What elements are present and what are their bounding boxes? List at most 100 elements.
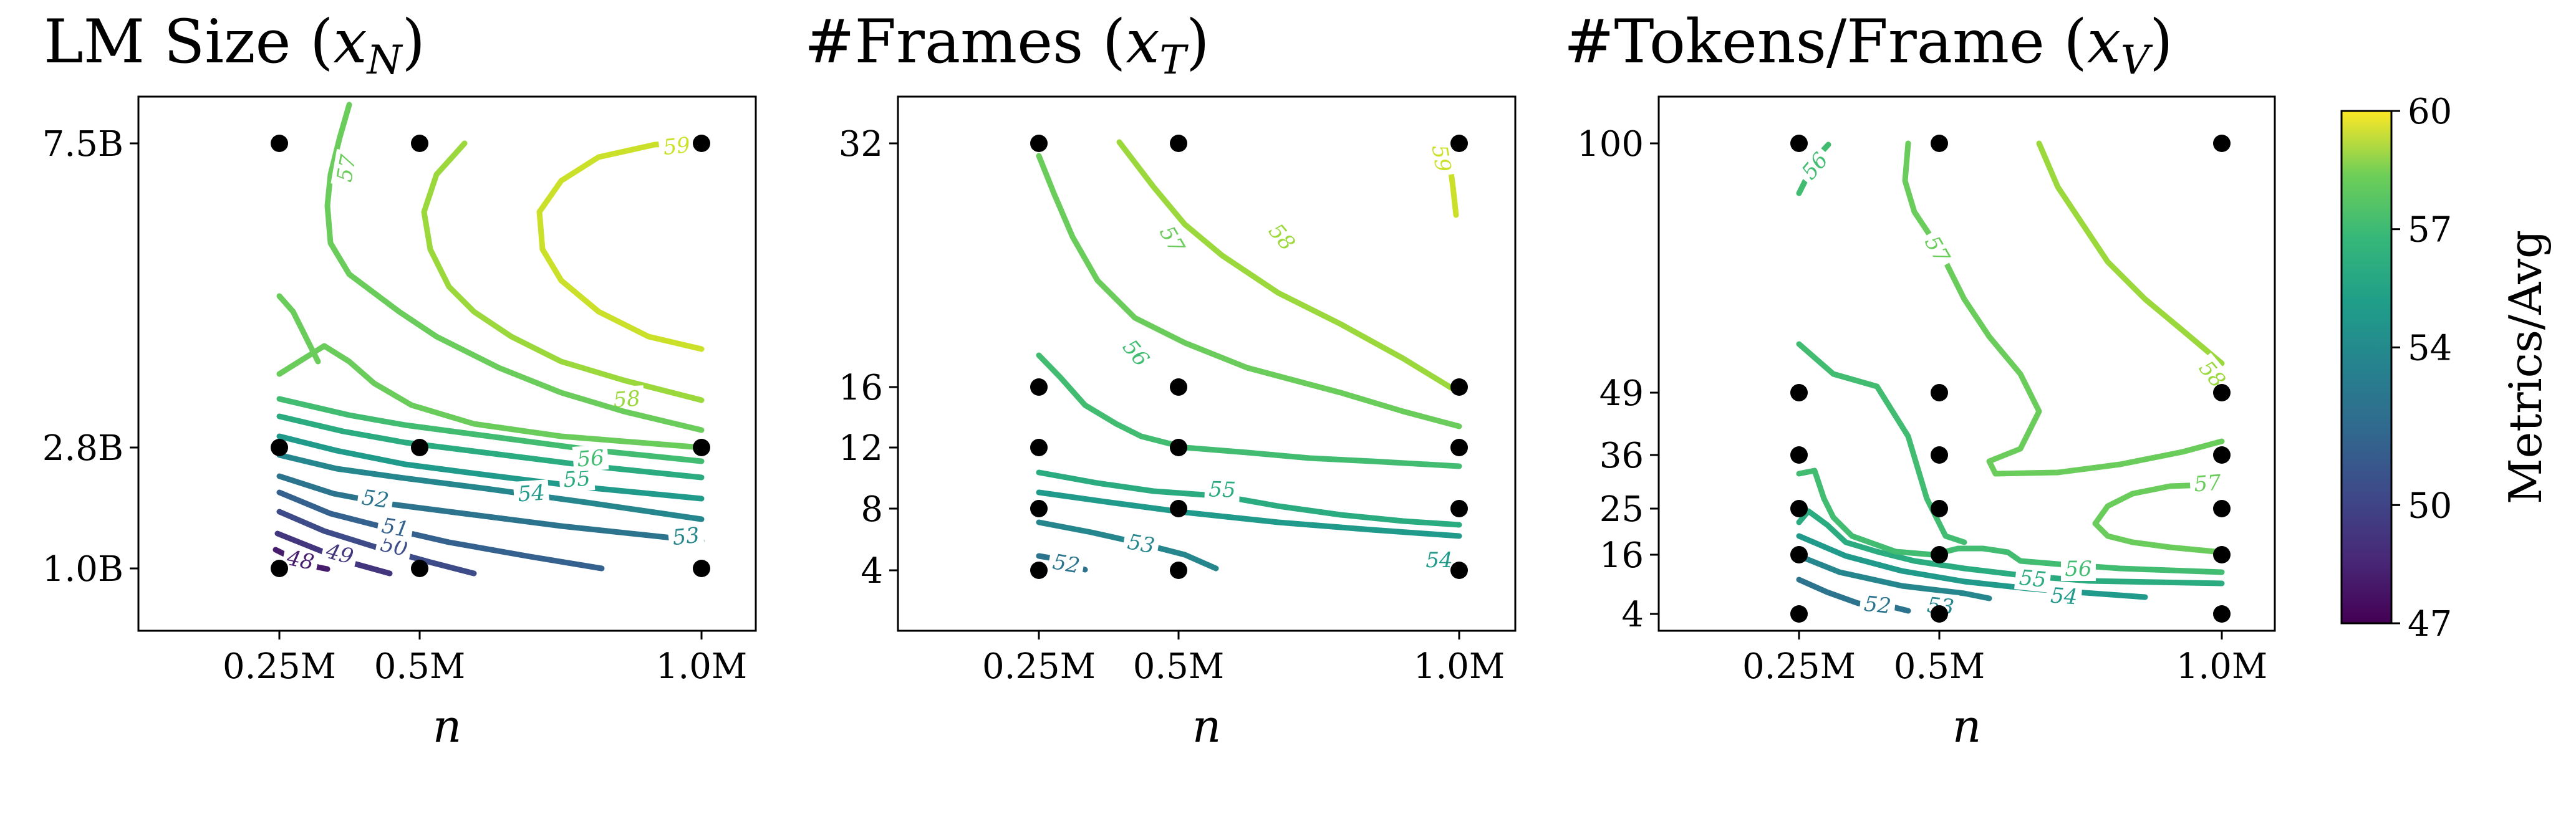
- colorbar-tick-label: 57: [2408, 210, 2452, 251]
- y-tick-label: 4: [1621, 595, 1644, 635]
- data-points: [1790, 135, 2231, 623]
- panel-title-sub: T: [1159, 37, 1189, 84]
- contour-line-50: [276, 509, 477, 577]
- x-tick-label: 1.0M: [2176, 646, 2267, 687]
- data-point: [1450, 500, 1468, 517]
- panel-3: #Tokens/Frame (xV)5253545556575856574162…: [1564, 7, 2276, 752]
- data-point: [1790, 500, 1808, 517]
- data-point: [2213, 605, 2231, 623]
- contour-label-53: 53: [671, 523, 700, 550]
- data-points: [271, 135, 710, 577]
- contour-label-bg: [1426, 138, 1457, 178]
- data-point: [1790, 605, 1808, 623]
- data-point: [1030, 135, 1048, 152]
- contour-label-54: 54: [517, 481, 546, 507]
- contour-line-55: [276, 413, 705, 481]
- contour-label-55: 55: [2018, 565, 2047, 593]
- data-point: [693, 439, 710, 456]
- plot-frame: [137, 95, 757, 632]
- contour-label-54: 54: [1425, 548, 1452, 573]
- data-point: [2213, 500, 2231, 517]
- panel-title: #Frames (xT): [804, 7, 1210, 84]
- contour-line-58: [2036, 140, 2225, 366]
- x-tick-label: 0.25M: [982, 646, 1096, 687]
- x-axis-label: n: [1192, 700, 1221, 752]
- data-point: [1450, 135, 1468, 152]
- contour-label-bg: [319, 537, 360, 570]
- contour-label-bg: [356, 484, 395, 514]
- contour-line-58: [1116, 139, 1462, 396]
- panel-title-sub: N: [366, 37, 403, 84]
- contour-label-bg: [1859, 590, 1896, 619]
- data-point: [411, 439, 428, 456]
- data-points: [1030, 135, 1468, 579]
- panel-title-var: x: [333, 7, 367, 77]
- contour-label-bg: [2045, 582, 2083, 610]
- x-tick-label: 0.5M: [1133, 646, 1224, 687]
- data-point: [2213, 546, 2231, 563]
- data-point: [1030, 500, 1048, 517]
- x-axis-label: n: [1952, 700, 1981, 752]
- contour-label-bg: [1115, 331, 1157, 375]
- y-tick-label: 25: [1599, 489, 1644, 530]
- data-point: [693, 135, 710, 152]
- x-axis: 0.25M 0.5M 1.0M: [982, 631, 1505, 687]
- contour-line-55: [1036, 469, 1462, 528]
- colorbar-tick-label: 54: [2408, 328, 2452, 368]
- contour-label-55: 55: [1208, 477, 1237, 502]
- contour-label-bg: [608, 385, 645, 413]
- y-tick-label: 49: [1599, 373, 1644, 414]
- data-point: [1931, 135, 1948, 152]
- contour-label-bg: [2189, 469, 2226, 497]
- contour-label-bg: [2061, 556, 2096, 581]
- y-tick-label: 4: [861, 551, 883, 592]
- y-axis: 1.0B 2.8B 7.5B: [42, 124, 138, 590]
- data-point: [1931, 384, 1948, 401]
- data-point: [1450, 562, 1468, 579]
- y-tick-label: 100: [1577, 124, 1644, 165]
- contour-label-bg: [558, 465, 596, 492]
- panel-title-main: #Frames (: [804, 7, 1126, 77]
- contour-line-57: [324, 102, 705, 433]
- contour-label-bg: [375, 512, 415, 543]
- contour-label-52: 52: [360, 485, 390, 514]
- panel-title-var: x: [2087, 7, 2121, 77]
- data-point: [2213, 135, 2231, 152]
- contour-line-54: [1036, 489, 1462, 539]
- data-point: [1170, 562, 1187, 579]
- data-point: [2213, 446, 2231, 464]
- contour-label-56: 56: [576, 446, 605, 472]
- contour-line-53: [1796, 553, 1992, 601]
- data-point: [1030, 378, 1048, 396]
- panel-title-var: x: [1126, 7, 1159, 77]
- data-point: [1790, 446, 1808, 464]
- plot-frame: [897, 95, 1517, 632]
- contour-label-48: 48: [284, 545, 316, 575]
- data-point: [1450, 378, 1468, 396]
- colorbar-tick-label: 47: [2408, 604, 2452, 644]
- contour-line-52: [1796, 577, 1911, 614]
- panel-1: LM Size (xN)48 49 505152535455565859571.0B…: [42, 7, 757, 752]
- contour-label-59: 59: [662, 133, 691, 160]
- panel-title-close: ): [402, 7, 425, 77]
- contour-label-54: 54: [2050, 583, 2078, 610]
- contour-label-53: 53: [1126, 530, 1157, 559]
- y-tick-label: 1.0B: [42, 549, 123, 590]
- contour-line-58: [421, 140, 705, 403]
- data-point: [1931, 605, 1948, 623]
- contour-label-52: 52: [1051, 550, 1082, 579]
- data-point: [271, 439, 288, 456]
- contour-label-bg: [1261, 215, 1303, 259]
- contour-line-57: [1036, 153, 1462, 429]
- panels: LM Size (xN)48 49 505152535455565859571.0B…: [42, 7, 2276, 752]
- contour-line-59: [536, 139, 705, 352]
- x-axis: 0.25M 0.5M 1.0M: [223, 631, 747, 687]
- contour-label-56: 56: [2065, 557, 2091, 582]
- data-point: [271, 135, 288, 152]
- contour-line-57: [2092, 481, 2225, 555]
